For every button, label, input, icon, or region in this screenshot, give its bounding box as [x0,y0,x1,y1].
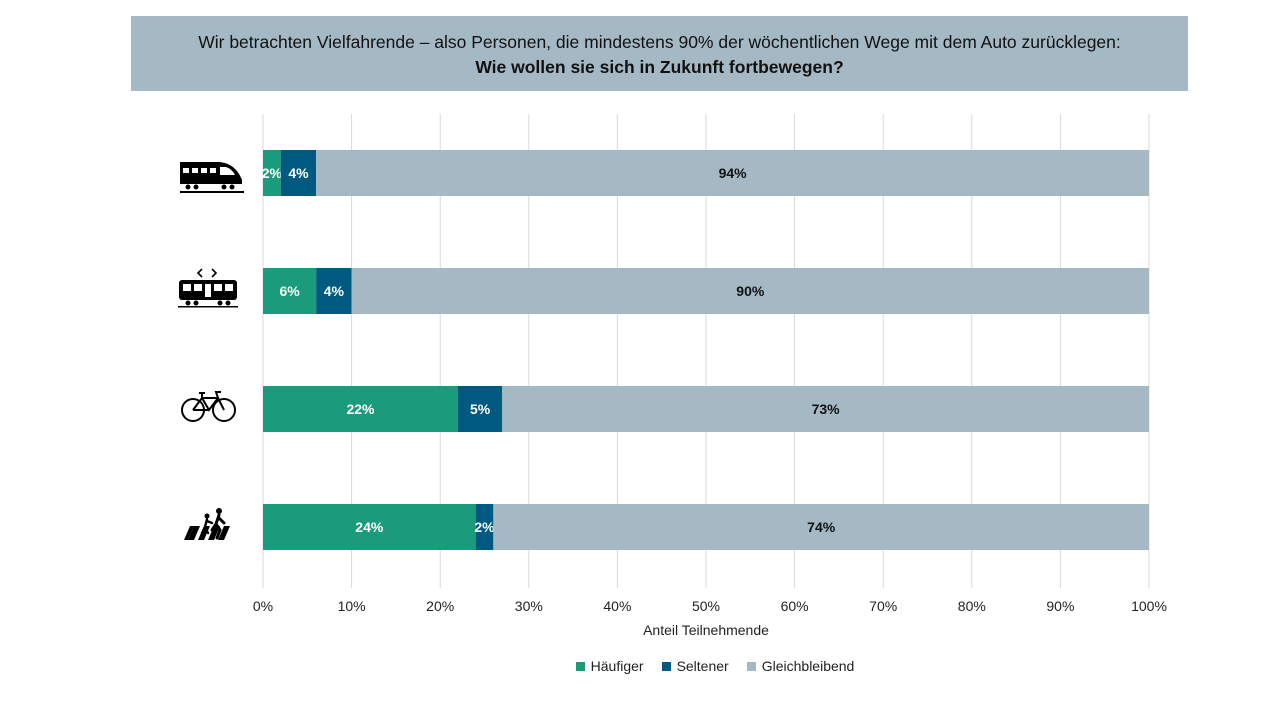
bar-segment [475,504,494,550]
legend-item: Seltener [661,658,729,674]
bar-segment [316,150,1149,196]
data-label: 2% [474,519,495,535]
data-label: 90% [736,283,765,299]
bar-segment [457,386,503,432]
chart-legend: Häufiger Seltener Gleichbleibend [0,658,1280,674]
data-label: 22% [346,401,375,417]
bicycle-icon [181,391,236,422]
bar-segment [351,268,1150,314]
x-tick-label: 90% [1046,598,1074,614]
x-tick-label: 70% [869,598,897,614]
x-tick-label: 80% [958,598,986,614]
x-tick-label: 100% [1131,598,1167,614]
legend-label: Gleichbleibend [761,658,855,674]
legend-label: Häufiger [590,658,644,674]
bar-segment [263,268,317,314]
data-label: 2% [262,165,283,181]
data-label: 5% [470,401,491,417]
bar-segment [263,386,458,432]
data-label: 4% [324,283,345,299]
legend-swatch [661,661,671,671]
data-label: 73% [812,401,841,417]
pedestrian-icon [184,508,230,540]
chart-subtitle: Wir betrachten Vielfahrende – also Perso… [198,32,1121,52]
chart-title: Wie wollen sie sich in Zukunft fortbeweg… [475,57,844,77]
title-banner: Wir betrachten Vielfahrende – also Perso… [131,16,1188,91]
x-tick-label: 50% [692,598,720,614]
bar-segment [316,268,352,314]
data-label: 4% [288,165,309,181]
x-axis-label: Anteil Teilnehmende [643,622,769,638]
data-label: 6% [279,283,300,299]
data-label: 74% [807,519,836,535]
legend-label: Seltener [676,658,729,674]
train-icon [180,162,244,193]
bar-segment [502,386,1150,432]
bars: 2% 4% 94% 6% 4% 90% 22% 5% 73% 24% 2% 74% [262,150,1150,550]
x-axis-ticks: 0% 10% 20% 30% 40% 50% 60% 70% 80% 90% 100% [253,598,1167,614]
legend-swatch [575,661,585,671]
x-tick-label: 30% [515,598,543,614]
tram-icon [178,268,238,308]
x-tick-label: 40% [603,598,631,614]
legend-item: Häufiger [575,658,644,674]
bar-segment [493,504,1149,550]
x-tick-label: 20% [426,598,454,614]
data-label: 94% [719,165,748,181]
legend-swatch [746,661,756,671]
x-tick-label: 60% [781,598,809,614]
x-tick-label: 0% [253,598,273,614]
data-label: 24% [355,519,384,535]
bar-segment [280,150,317,196]
bar-segment [263,504,476,550]
x-tick-label: 10% [338,598,366,614]
bar-segment [263,150,281,196]
legend-item: Gleichbleibend [746,658,855,674]
